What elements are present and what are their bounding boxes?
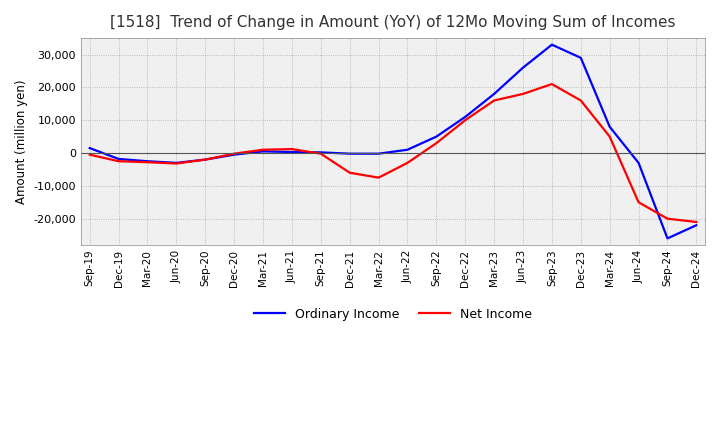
Net Income	[432, 140, 441, 146]
Line: Ordinary Income: Ordinary Income	[90, 45, 696, 238]
Legend: Ordinary Income, Net Income: Ordinary Income, Net Income	[249, 303, 537, 326]
Ordinary Income	[317, 150, 325, 155]
Net Income	[606, 134, 614, 139]
Ordinary Income	[548, 42, 557, 48]
Ordinary Income	[518, 65, 527, 70]
Net Income	[461, 117, 469, 123]
Title: [1518]  Trend of Change in Amount (YoY) of 12Mo Moving Sum of Incomes: [1518] Trend of Change in Amount (YoY) o…	[110, 15, 676, 30]
Ordinary Income	[606, 124, 614, 129]
Net Income	[663, 216, 672, 221]
Ordinary Income	[346, 151, 354, 156]
Ordinary Income	[577, 55, 585, 60]
Ordinary Income	[490, 91, 498, 96]
Net Income	[346, 170, 354, 176]
Ordinary Income	[287, 150, 296, 155]
Net Income	[114, 158, 123, 164]
Ordinary Income	[201, 157, 210, 162]
Ordinary Income	[663, 236, 672, 241]
Net Income	[692, 219, 701, 224]
Y-axis label: Amount (million yen): Amount (million yen)	[15, 79, 28, 204]
Ordinary Income	[258, 149, 267, 154]
Net Income	[230, 151, 238, 156]
Ordinary Income	[230, 152, 238, 158]
Ordinary Income	[172, 160, 181, 165]
Net Income	[258, 147, 267, 152]
Ordinary Income	[692, 223, 701, 228]
Net Income	[172, 161, 181, 166]
Ordinary Income	[86, 146, 94, 151]
Net Income	[518, 91, 527, 96]
Net Income	[287, 147, 296, 152]
Net Income	[86, 152, 94, 158]
Ordinary Income	[461, 114, 469, 120]
Net Income	[317, 151, 325, 156]
Line: Net Income: Net Income	[90, 84, 696, 222]
Ordinary Income	[634, 160, 643, 165]
Ordinary Income	[432, 134, 441, 139]
Net Income	[143, 160, 152, 165]
Net Income	[201, 157, 210, 162]
Net Income	[374, 175, 383, 180]
Net Income	[634, 200, 643, 205]
Ordinary Income	[374, 151, 383, 156]
Net Income	[490, 98, 498, 103]
Ordinary Income	[114, 156, 123, 161]
Net Income	[577, 98, 585, 103]
Ordinary Income	[403, 147, 412, 152]
Net Income	[403, 160, 412, 165]
Net Income	[548, 81, 557, 87]
Ordinary Income	[143, 158, 152, 164]
